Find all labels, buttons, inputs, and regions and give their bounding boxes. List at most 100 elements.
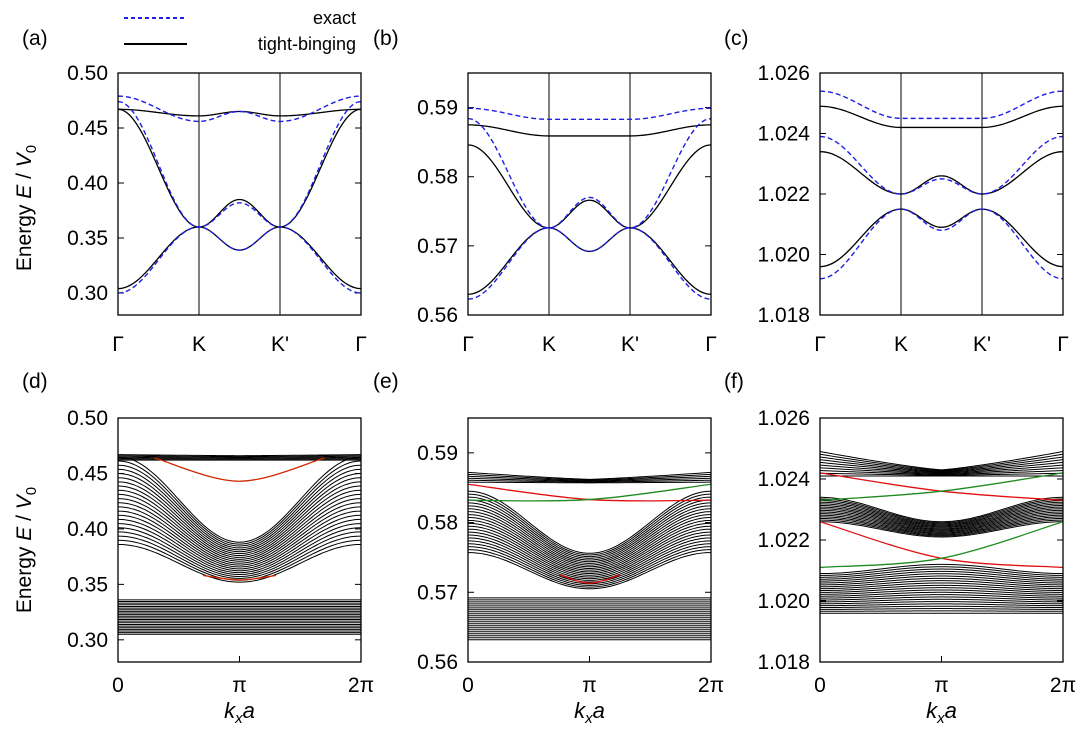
ribbon-band-line [468,508,711,564]
tight-binding-band-line [117,108,362,228]
ribbon-band-line [468,516,711,569]
ribbon-band-line [820,514,1063,534]
plot-frame [117,72,362,316]
ribbon-band-line [820,582,1063,590]
x-tick-label: 2π [1050,674,1076,697]
edge-state-line [202,574,277,581]
ribbon-band-line [118,493,361,560]
y-tick-label: 0.40 [67,172,108,195]
x-tick-label: 0 [462,674,474,697]
ribbon-band-line [820,589,1063,595]
ribbon-band-line [468,481,711,484]
tight-binding-band-line [117,108,362,117]
ribbon-band-line [820,504,1063,528]
ribbon-bands [118,454,361,635]
x-tick-label: K [894,333,908,356]
ribbon-band-line [820,500,1063,525]
plot-frame [819,72,1064,316]
ribbon-band-line [118,460,361,545]
ribbon-band-line [820,598,1063,603]
x-tick-label: Γ [705,333,717,356]
ribbon-band-line [118,473,361,551]
y-axis-label-bottom: Energy E / V0 [13,487,40,613]
ribbon-band-line [468,528,711,576]
ribbon-band-line [468,522,711,573]
x-axis-label: kxa [926,698,957,727]
panels: (a) 0.30 0.35 0.40 0.45 0.50 Γ K K' Γ (b) 0.56 0.57 0… [22,27,1076,727]
panel-label-e: (e) [373,370,399,393]
y-tick-label: 0.30 [67,282,108,305]
ribbon-band-line [820,453,1063,472]
exact-band-line [467,107,712,121]
tight-binding-band-line [467,124,712,137]
ribbon-band-line [468,499,711,559]
ribbon-band-line [468,511,711,566]
x-tick-label: Γ [112,333,124,356]
ribbon-band-line [468,473,711,481]
ribbon-band-line [468,493,711,556]
ribbon-band-line [820,566,1063,576]
y-tick-label: 1.018 [757,651,810,674]
panel-label-f: (f) [724,370,744,393]
ribbon-band-line [820,451,1063,471]
ribbon-band-line [820,594,1063,599]
legend-exact-label: exact [313,8,356,28]
ribbon-band-line [820,513,1063,533]
y-tick-label: 0.35 [67,573,108,596]
y-tick-label: 0.58 [417,166,458,189]
ribbon-band-line [468,552,711,590]
ribbon-band-line [820,608,1063,610]
ribbon-band-line [820,503,1063,527]
ribbon-band-line [820,591,1063,597]
x-tick-label: 2π [698,674,724,697]
y-tick-label: 1.024 [757,123,810,146]
exact-band-line [117,226,362,294]
plot-frame [819,417,1064,663]
x-axis-label: kxa [224,698,255,727]
ribbon-band-line [118,489,361,558]
ribbon-band-line [118,481,361,555]
ribbon-band-line [820,573,1063,582]
ribbon-band-line [468,549,711,588]
ribbon-band-line [820,496,1063,523]
ribbon-band-line [820,501,1063,526]
exact-band-line [819,90,1064,120]
ribbon-band-line [820,603,1063,607]
tight-binding-band-line [819,105,1064,129]
edge-state-line [154,457,325,482]
ribbon-band-line [118,485,361,557]
ribbon-band-line [118,543,361,583]
ribbon-band-line [118,456,361,543]
x-tick-label: π [934,674,949,697]
ribbon-band-line [820,470,1063,476]
x-tick-label: Γ [355,333,367,356]
ribbon-band-line [820,596,1063,601]
plot-frame [467,72,712,316]
x-tick-label: Γ [1057,333,1069,356]
ribbon-band-line [468,479,711,483]
ribbon-band-line [820,601,1063,605]
ribbon-band-line [118,454,361,457]
y-tick-label: 0.50 [67,62,108,85]
tight-binding-band-line [819,208,1064,268]
ribbon-band-line [820,517,1063,536]
ribbon-band-line [820,584,1063,592]
x-axis-label: kxa [574,698,605,727]
ribbon-band-line [468,477,711,482]
ribbon-band-line [468,475,711,482]
ribbon-band-line [820,459,1063,473]
ribbon-band-line [118,477,361,553]
ribbon-band-line [820,508,1063,530]
y-tick-label: 0.50 [67,407,108,430]
ribbon-band-line [820,519,1063,537]
ribbon-band-line [820,563,1063,575]
exact-band-line [117,95,362,123]
edge-state-line [468,483,711,502]
y-tick-label: 0.30 [67,629,108,652]
x-tick-label: π [582,674,597,697]
ribbon-band-line [820,605,1063,609]
tight-binding-band-line [819,151,1064,195]
ribbon-band-line [118,510,361,568]
ribbon-band-line [468,540,711,583]
x-tick-label: 0 [814,674,826,697]
